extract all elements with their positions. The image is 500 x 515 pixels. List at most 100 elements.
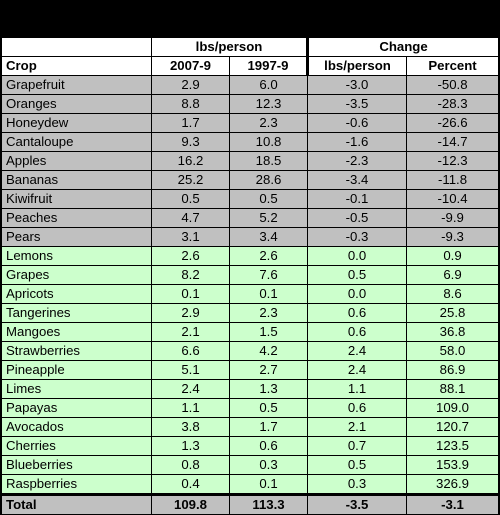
change-lbs-cell: 0.0 [307, 246, 407, 266]
value-1997-cell: 4.2 [229, 341, 308, 361]
crop-cell: Lemons [1, 246, 152, 266]
change-lbs-cell: -1.6 [307, 132, 407, 152]
change-lbs-cell: -0.5 [307, 208, 407, 228]
change-percent-cell: -9.9 [405, 208, 500, 228]
value-1997-cell: 18.5 [229, 151, 308, 171]
title-bar [0, 0, 500, 37]
change-lbs-cell: 2.4 [307, 360, 407, 380]
change-percent-cell: -14.7 [405, 132, 500, 152]
change-lbs-cell: -0.6 [307, 113, 407, 133]
value-2007-cell: 1.7 [151, 113, 230, 133]
change-percent-cell: 58.0 [405, 341, 500, 361]
change-lbs-cell: -0.3 [307, 227, 407, 247]
change-percent-cell: 120.7 [405, 417, 500, 437]
crop-cell: Avocados [1, 417, 152, 437]
crop-cell: Cherries [1, 436, 152, 456]
value-2007-cell: 16.2 [151, 151, 230, 171]
change-percent-cell: -3.1 [405, 493, 500, 515]
change-lbs-cell: -0.1 [307, 189, 407, 209]
crop-cell: Strawberries [1, 341, 152, 361]
value-2007-cell: 0.1 [151, 284, 230, 304]
value-1997-cell: 12.3 [229, 94, 308, 114]
value-2007-cell: 8.2 [151, 265, 230, 285]
change-lbs-cell: 0.5 [307, 265, 407, 285]
crop-cell: Grapefruit [1, 75, 152, 95]
crop-cell: Apples [1, 151, 152, 171]
table-row: Pears 3.1 3.4 -0.3 -9.3 [1, 227, 500, 247]
value-2007-cell: 1.1 [151, 398, 230, 418]
value-1997-cell: 5.2 [229, 208, 308, 228]
table-row: Limes 2.4 1.3 1.1 88.1 [1, 379, 500, 399]
value-2007-cell: 0.5 [151, 189, 230, 209]
value-2007-cell: 9.3 [151, 132, 230, 152]
table-row: Kiwifruit 0.5 0.5 -0.1 -10.4 [1, 189, 500, 209]
value-1997-cell: 1.3 [229, 379, 308, 399]
value-2007-cell: 109.8 [151, 493, 230, 515]
value-2007-cell: 1.3 [151, 436, 230, 456]
crop-cell: Limes [1, 379, 152, 399]
value-2007-cell: 2.1 [151, 322, 230, 342]
change-lbs-cell: 0.5 [307, 455, 407, 475]
change-percent-cell: 25.8 [405, 303, 500, 323]
change-percent-cell: -10.4 [405, 189, 500, 209]
crop-cell: Honeydew [1, 113, 152, 133]
value-1997-cell: 7.6 [229, 265, 308, 285]
change-lbs-cell: -3.0 [307, 75, 407, 95]
value-1997-cell: 0.1 [229, 474, 308, 495]
change-percent-cell: -12.3 [405, 151, 500, 171]
table-row: Grapes 8.2 7.6 0.5 6.9 [1, 265, 500, 285]
table-row: Cantaloupe 9.3 10.8 -1.6 -14.7 [1, 132, 500, 152]
crop-cell: Pears [1, 227, 152, 247]
crop-cell: Oranges [1, 94, 152, 114]
value-1997-cell: 2.3 [229, 113, 308, 133]
value-2007-cell: 2.9 [151, 75, 230, 95]
value-2007-cell: 25.2 [151, 170, 230, 190]
value-2007-cell: 2.6 [151, 246, 230, 266]
table-row: Cherries 1.3 0.6 0.7 123.5 [1, 436, 500, 456]
change-lbs-cell: 0.6 [307, 303, 407, 323]
crop-cell: Pineapple [1, 360, 152, 380]
table-row: Bananas 25.2 28.6 -3.4 -11.8 [1, 170, 500, 190]
value-1997-cell: 6.0 [229, 75, 308, 95]
total-row: Total 109.8 113.3 -3.5 -3.1 [1, 493, 500, 515]
value-1997-cell: 113.3 [229, 493, 308, 515]
crop-cell: Mangoes [1, 322, 152, 342]
header-blank-cell [1, 37, 152, 57]
fruit-consumption-table: lbs/person Change Crop 2007-9 1997-9 lbs… [1, 37, 500, 515]
change-percent-cell: 6.9 [405, 265, 500, 285]
change-lbs-cell: -3.5 [307, 94, 407, 114]
change-lbs-cell: 0.0 [307, 284, 407, 304]
crop-cell: Grapes [1, 265, 152, 285]
value-1997-cell: 1.5 [229, 322, 308, 342]
value-2007-cell: 2.4 [151, 379, 230, 399]
change-lbs-cell: 1.1 [307, 379, 407, 399]
table-row: Papayas 1.1 0.5 0.6 109.0 [1, 398, 500, 418]
change-percent-cell: 86.9 [405, 360, 500, 380]
change-lbs-cell: 0.6 [307, 322, 407, 342]
table-row: Apples 16.2 18.5 -2.3 -12.3 [1, 151, 500, 171]
change-lbs-cell: 2.1 [307, 417, 407, 437]
value-1997-cell: 0.5 [229, 189, 308, 209]
value-2007-cell: 0.8 [151, 455, 230, 475]
value-1997-cell: 2.6 [229, 246, 308, 266]
header-change-lbs: lbs/person [306, 56, 407, 76]
value-2007-cell: 3.8 [151, 417, 230, 437]
crop-cell: Total [1, 493, 152, 515]
header-group-change: Change [305, 37, 500, 57]
table-row: Tangerines 2.9 2.3 0.6 25.8 [1, 303, 500, 323]
value-2007-cell: 8.8 [151, 94, 230, 114]
value-1997-cell: 0.6 [229, 436, 308, 456]
value-2007-cell: 0.4 [151, 474, 230, 495]
crop-cell: Papayas [1, 398, 152, 418]
table-row: Peaches 4.7 5.2 -0.5 -9.9 [1, 208, 500, 228]
change-percent-cell: 109.0 [405, 398, 500, 418]
crop-cell: Peaches [1, 208, 152, 228]
header-group-lbs: lbs/person [151, 37, 308, 57]
crop-cell: Tangerines [1, 303, 152, 323]
change-lbs-cell: 0.3 [307, 474, 407, 495]
crop-cell: Kiwifruit [1, 189, 152, 209]
change-lbs-cell: -2.3 [307, 151, 407, 171]
header-percent: Percent [405, 56, 500, 76]
value-2007-cell: 5.1 [151, 360, 230, 380]
table-row: Honeydew 1.7 2.3 -0.6 -26.6 [1, 113, 500, 133]
